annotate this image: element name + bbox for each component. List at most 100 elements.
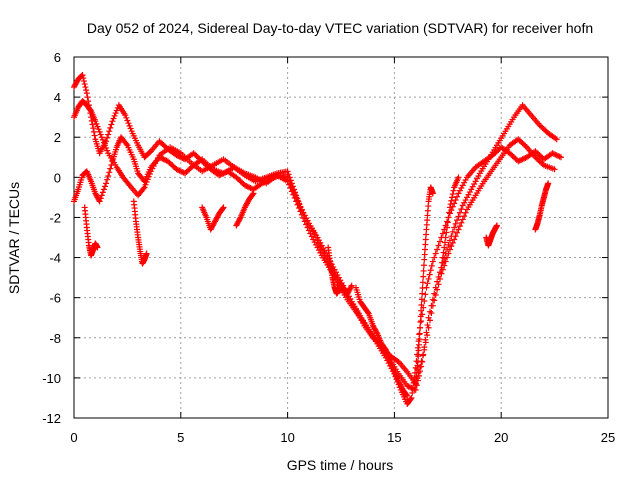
data-point bbox=[424, 322, 431, 329]
data-point bbox=[448, 233, 455, 240]
data-point bbox=[297, 203, 304, 210]
data-point bbox=[431, 297, 438, 304]
data-point bbox=[462, 209, 469, 216]
data-point bbox=[142, 181, 149, 188]
data-point bbox=[382, 345, 389, 352]
data-point bbox=[444, 218, 451, 225]
data-point bbox=[295, 200, 302, 207]
data-point bbox=[84, 94, 91, 101]
data-point bbox=[438, 270, 445, 277]
data-point bbox=[441, 239, 448, 246]
data-point bbox=[422, 246, 429, 253]
series-track-13 bbox=[352, 284, 411, 399]
data-point bbox=[446, 204, 453, 211]
data-point bbox=[85, 102, 92, 109]
data-point bbox=[108, 121, 115, 128]
data-points bbox=[71, 72, 565, 407]
data-point bbox=[101, 183, 108, 190]
y-tick-label: 6 bbox=[54, 50, 61, 65]
data-point bbox=[317, 243, 324, 250]
data-point bbox=[286, 177, 293, 184]
data-point bbox=[90, 128, 97, 135]
data-point bbox=[418, 302, 425, 309]
data-point bbox=[106, 169, 113, 176]
data-point bbox=[456, 223, 463, 230]
data-point bbox=[125, 181, 132, 188]
data-point bbox=[422, 291, 429, 298]
data-point bbox=[103, 180, 110, 187]
series-track-7 bbox=[233, 190, 257, 229]
data-point bbox=[436, 238, 443, 245]
x-tick-label: 5 bbox=[177, 430, 184, 445]
data-point bbox=[551, 166, 558, 173]
data-point bbox=[425, 324, 432, 331]
data-point bbox=[451, 224, 458, 231]
y-tick-label: -8 bbox=[49, 331, 61, 346]
data-point bbox=[426, 271, 433, 278]
data-point bbox=[96, 128, 103, 135]
data-point bbox=[107, 165, 114, 172]
data-point bbox=[96, 198, 103, 205]
data-point bbox=[414, 358, 421, 365]
data-point bbox=[435, 273, 442, 280]
data-point bbox=[445, 214, 452, 221]
data-point bbox=[425, 275, 432, 282]
data-point bbox=[80, 78, 87, 85]
data-point bbox=[88, 114, 95, 121]
data-point bbox=[412, 386, 419, 393]
data-point bbox=[91, 132, 98, 139]
series-track-6 bbox=[199, 204, 227, 233]
data-point bbox=[419, 284, 426, 291]
data-point bbox=[113, 107, 120, 114]
data-point bbox=[439, 230, 446, 237]
y-tick-label: -2 bbox=[49, 210, 61, 225]
data-point bbox=[373, 329, 380, 336]
data-point bbox=[348, 282, 355, 289]
data-point bbox=[443, 229, 450, 236]
data-point bbox=[79, 72, 86, 79]
data-point bbox=[451, 200, 458, 207]
data-point bbox=[236, 215, 243, 222]
data-point bbox=[284, 174, 291, 181]
data-point bbox=[459, 216, 466, 223]
data-point bbox=[440, 249, 447, 256]
data-point bbox=[107, 124, 114, 131]
data-point bbox=[220, 204, 227, 211]
data-point bbox=[438, 264, 445, 271]
data-point bbox=[428, 310, 435, 317]
y-tick-label: -6 bbox=[49, 291, 61, 306]
x-tick-labels: 0 5 10 15 20 25 bbox=[70, 430, 615, 445]
data-point bbox=[97, 195, 104, 202]
data-point bbox=[143, 250, 150, 257]
data-point bbox=[103, 138, 110, 145]
data-point bbox=[418, 307, 425, 314]
data-point bbox=[110, 115, 117, 122]
data-point bbox=[109, 118, 116, 125]
data-point bbox=[447, 201, 454, 208]
y-tick-label: 4 bbox=[54, 90, 61, 105]
data-point bbox=[404, 392, 411, 399]
data-point bbox=[420, 351, 427, 358]
data-point bbox=[415, 341, 422, 348]
y-tick-label: 2 bbox=[54, 130, 61, 145]
data-point bbox=[313, 234, 320, 241]
data-point bbox=[432, 284, 439, 291]
data-point bbox=[294, 197, 301, 204]
data-point bbox=[454, 193, 461, 200]
data-point bbox=[347, 283, 354, 290]
data-point bbox=[419, 279, 426, 286]
data-point bbox=[446, 210, 453, 217]
data-point bbox=[434, 246, 441, 253]
data-point bbox=[417, 319, 424, 326]
data-point bbox=[446, 209, 453, 216]
data-point bbox=[93, 120, 100, 127]
data-point bbox=[90, 125, 97, 132]
data-point bbox=[418, 296, 425, 303]
data-point bbox=[310, 228, 317, 235]
data-point bbox=[419, 290, 426, 297]
data-point bbox=[122, 112, 129, 119]
y-tick-labels: -12 -10 -8 -6 -4 -2 0 2 4 6 bbox=[42, 50, 61, 426]
data-point bbox=[288, 184, 295, 191]
data-point bbox=[125, 120, 132, 127]
